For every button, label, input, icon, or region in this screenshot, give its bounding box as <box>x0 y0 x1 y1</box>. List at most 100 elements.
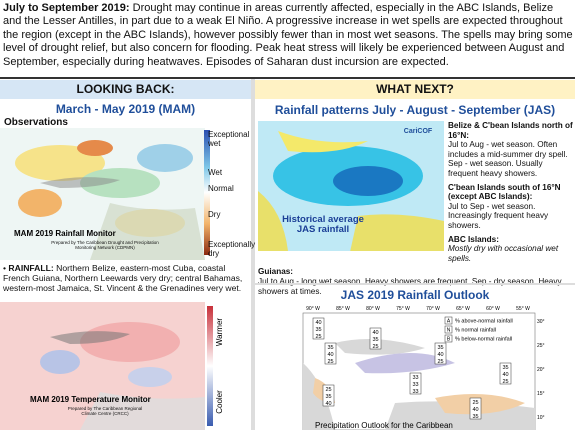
region: Belize & C'bean Islands north of 16°N: Ju… <box>258 121 573 179</box>
outlook-box <box>322 384 335 407</box>
note-lead: RAINFALL: <box>8 263 54 273</box>
land <box>348 214 444 261</box>
outlook-box <box>409 372 422 395</box>
island <box>40 177 120 188</box>
subtitle: Observations <box>4 117 68 128</box>
outlook-value: 40 <box>325 401 331 407</box>
map-region <box>80 168 160 198</box>
region: Guianas: Jul to Aug - long wet season. He… <box>258 267 573 296</box>
legend-text: % normal rainfall <box>455 328 496 334</box>
legend-key-box <box>444 325 453 334</box>
map-region <box>15 145 105 181</box>
map-region <box>77 140 113 156</box>
outlook-value: 25 <box>472 400 478 406</box>
legend-bar <box>207 306 213 426</box>
section-title: Rainfall patterns July - August - Septem… <box>274 103 556 117</box>
intro: July to September 2019: Drought may cont… <box>3 2 573 69</box>
outlook-value: 25 <box>325 387 331 393</box>
lat-label: 10° N <box>537 415 545 421</box>
legend-key-box <box>444 334 453 343</box>
lon-label: 75° W <box>396 306 410 312</box>
lat-label: 15° N <box>537 391 545 397</box>
region-name: C'bean Islands south of 16°N (except ABC… <box>448 182 561 202</box>
pattern-map: CariCOF Historical average JAS rainfall <box>258 121 444 261</box>
map-credit: Prepared by The Caribbean Regional Clima… <box>67 406 143 416</box>
rainfall-note: • RAINFALL: Northern Belize, eastern-mos… <box>3 263 243 293</box>
legend-text: % below-normal rainfall <box>455 337 512 343</box>
outlook-value: 35 <box>437 345 443 351</box>
outlook-region <box>355 353 455 374</box>
logo: CariCOF <box>404 128 433 135</box>
map-region <box>137 144 193 172</box>
lon-label: 65° W <box>456 306 470 312</box>
legend-warm: Warmer <box>215 318 224 346</box>
land <box>258 191 288 251</box>
column-gap <box>251 79 255 430</box>
land <box>80 392 205 430</box>
outlook-value: 35 <box>472 414 478 420</box>
regions: CariCOF Historical average JAS rainfall … <box>258 121 573 300</box>
outlook-value: 40 <box>315 320 321 326</box>
legend-label: Exceptionally dry <box>208 240 256 258</box>
outlook-value: 25 <box>327 359 333 365</box>
region-name: ABC Islands: <box>448 234 499 244</box>
legend-key: N <box>447 328 451 334</box>
outlook-value: 35 <box>325 394 331 400</box>
outlook-value: 40 <box>502 372 508 378</box>
outlook-value: 35 <box>315 327 321 333</box>
lat-label: 30° N <box>537 319 545 325</box>
legend-label: Dry <box>208 210 221 219</box>
region: C'bean Islands south of 16°N (except ABC… <box>258 183 573 231</box>
region-list: Belize & C'bean Islands north of 16°N: Ju… <box>258 121 573 296</box>
outlook-value: 35 <box>372 337 378 343</box>
lon-label: 70° W <box>426 306 440 312</box>
legend-key: B <box>447 337 451 343</box>
lat-label: 20° N <box>537 367 545 373</box>
rain-legend <box>204 130 210 255</box>
outlook-box <box>499 362 512 385</box>
land <box>278 131 368 153</box>
outlook-value: 35 <box>327 345 333 351</box>
intro-text: Drought may continue in areas currently … <box>3 2 573 68</box>
divider <box>255 283 575 285</box>
lat-label: 25° N <box>537 343 545 349</box>
legend-strip <box>258 251 444 261</box>
intro-lead: July to September 2019: <box>3 2 130 14</box>
region-name: Belize & C'bean Islands north of 16°N: <box>448 121 573 140</box>
island <box>50 331 130 344</box>
lon-label: 85° W <box>336 306 350 312</box>
map-caption: MAM 2019 Temperature Monitor <box>30 395 151 404</box>
legend-label: Normal <box>208 184 234 193</box>
outlook-value: 33 <box>412 389 418 395</box>
map-region <box>40 350 80 374</box>
outlook-value: 40 <box>472 407 478 413</box>
region: ABC Islands: Mostly dry with occasional w… <box>258 235 573 264</box>
note-text: Northern Belize, eastern-most Cuba, coas… <box>3 263 243 293</box>
lon-label: 60° W <box>486 306 500 312</box>
map-credit: Prepared by The Caribbean Drought and Pr… <box>51 240 159 250</box>
outlook-value: 35 <box>502 365 508 371</box>
map-caption: Historical average JAS rainfall <box>282 215 364 235</box>
section-title: March - May 2019 (MAM) <box>55 102 196 116</box>
map-caption: MAM 2019 Rainfall Monitor <box>14 229 116 238</box>
outlook-box <box>469 397 482 420</box>
map-region <box>333 166 403 196</box>
outlook-value: 25 <box>502 379 508 385</box>
region-text: Mostly dry with occasional wet spells. <box>448 244 559 263</box>
outlook-value: 33 <box>412 375 418 381</box>
outlook-box <box>434 342 447 365</box>
outlook-box <box>312 317 325 340</box>
legend-key: A <box>447 319 451 325</box>
legend-label: Exceptional wet <box>208 130 250 148</box>
divider <box>0 77 575 79</box>
outlook-value: 40 <box>372 330 378 336</box>
outlook-map: 90° W 85° W 80° W 75° W 70° W 65° W 60° W 55° W… <box>302 306 545 430</box>
outlook-title: JAS 2019 Rainfall Outlook <box>340 288 490 302</box>
region-text: Jul to Sep - wet season. Increasingly fr… <box>448 201 549 230</box>
region-name: Guianas: <box>258 267 294 277</box>
outlook-value: 40 <box>327 352 333 358</box>
region-text: Jul to Aug - long wet season. Heavy show… <box>258 276 562 296</box>
legend-bar <box>204 130 210 255</box>
outlook-value: 40 <box>437 352 443 358</box>
